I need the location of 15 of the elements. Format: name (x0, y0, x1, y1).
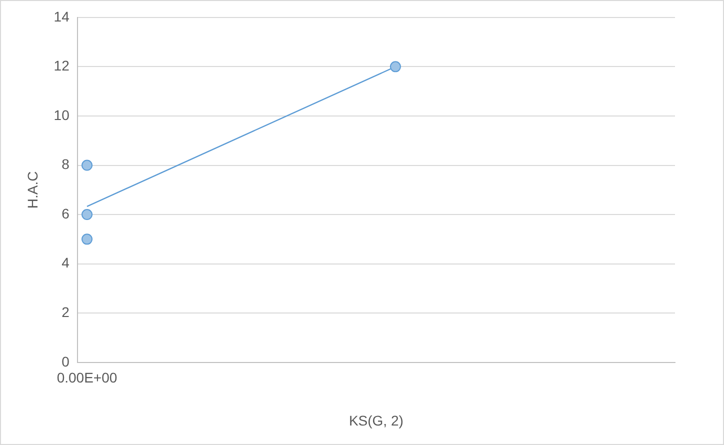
point (82, 160, 93, 171)
point (82, 209, 93, 220)
y-tick-label: 2 (62, 304, 70, 320)
y-tick-label: 6 (62, 205, 70, 222)
point (390, 61, 401, 72)
y-tick-label: 0 (62, 353, 70, 370)
y-axis-title: H.A.C (24, 171, 40, 209)
point (82, 234, 93, 245)
x-axis-title: KS(G, 2) (348, 412, 404, 428)
y-tick-label: 8 (62, 156, 70, 172)
y-tick-label: 10 (54, 106, 70, 123)
x-tick-label: 0.00E+00 (56, 370, 118, 386)
y-tick-label: 12 (54, 58, 70, 74)
y-tick-label: 4 (62, 254, 70, 271)
y-tick-label: 14 (54, 8, 70, 24)
